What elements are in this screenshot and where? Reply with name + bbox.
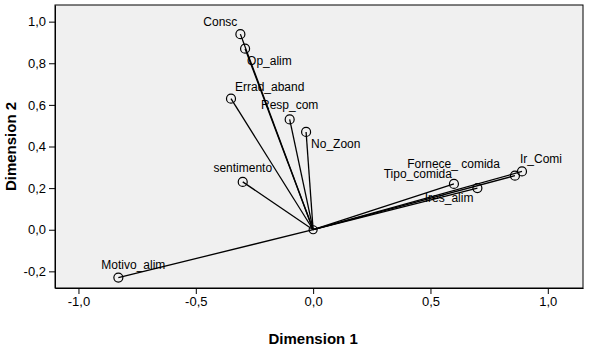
x-axis: -1,0 -0,5 0,0 0,5 1,0 <box>56 288 584 309</box>
y-tick-label: 0,2 <box>28 181 46 196</box>
point-label: Consc <box>203 15 237 29</box>
point-label: Errad_aband <box>235 80 304 94</box>
vector-point <box>227 94 236 103</box>
vector-line <box>245 49 313 230</box>
y-tick-mark <box>49 105 55 106</box>
y-axis-line <box>55 6 56 289</box>
y-tick-mark <box>49 22 55 23</box>
origin <box>309 226 317 234</box>
vector-point <box>241 44 250 53</box>
vector-point <box>236 30 245 39</box>
y-tick-label: 0,4 <box>28 139 46 154</box>
x-tick-mark <box>548 288 549 294</box>
y-tick-label: -0,2 <box>24 264 46 279</box>
y-tick: 1,0 <box>28 14 55 29</box>
plot: -1,0 -0,5 0,0 0,5 1,0 -0,2 0,0 0,2 0,4 0,6 0,8 1,0 C… <box>24 5 584 309</box>
vector-point <box>285 115 294 124</box>
point-label: Tipo_comida <box>384 167 453 181</box>
point-label: Motivo_alim <box>101 258 165 272</box>
x-tick: -1,0 <box>68 288 90 309</box>
point-label: Op_alim <box>247 54 292 68</box>
vector-point <box>302 127 311 136</box>
y-tick: -0,2 <box>24 264 55 279</box>
vectors <box>114 30 527 282</box>
vector-line <box>313 188 477 230</box>
x-tick-mark <box>313 288 314 294</box>
y-tick-mark <box>49 271 55 272</box>
plot-frame <box>55 5 583 288</box>
y-tick: 0,4 <box>28 139 55 154</box>
point-label: No_Zoon <box>311 137 360 151</box>
y-tick-mark <box>49 230 55 231</box>
vector-line <box>243 182 313 230</box>
vector-point <box>238 177 247 186</box>
y-tick: 0,8 <box>28 56 55 71</box>
x-axis-line <box>56 288 584 289</box>
x-axis-title: Dimension 1 <box>269 330 358 347</box>
x-tick: 0,0 <box>305 288 323 309</box>
y-tick: 0,6 <box>28 98 55 113</box>
x-tick-mark <box>78 288 79 294</box>
x-tick: 0,5 <box>422 288 440 309</box>
y-tick: 0,0 <box>28 222 55 237</box>
y-tick-mark <box>49 147 55 148</box>
y-tick-label: 0,0 <box>28 222 46 237</box>
x-tick-label: -1,0 <box>68 294 90 309</box>
x-tick: 1,0 <box>539 288 557 309</box>
vector-point <box>473 184 482 193</box>
point-label: sentimento <box>213 161 272 175</box>
vector-line <box>290 119 313 229</box>
y-tick-label: 0,6 <box>28 98 46 113</box>
vector-line <box>313 176 515 230</box>
x-tick-mark <box>430 288 431 294</box>
y-axis-title: Dimension 2 <box>2 102 19 191</box>
point-label: Ir_Comi <box>520 152 562 166</box>
y-tick: 0,2 <box>28 181 55 196</box>
point-labels: Consc Op_alim Errad_aband Resp_com No_Zoonse… <box>101 15 562 271</box>
x-tick-mark <box>196 288 197 294</box>
point-label: Ires_alim <box>425 191 474 205</box>
vector-point <box>517 167 526 176</box>
x-tick: -0,5 <box>185 288 207 309</box>
y-tick-mark <box>49 188 55 189</box>
x-tick-label: 0,0 <box>305 294 323 309</box>
y-tick-label: 0,8 <box>28 56 46 71</box>
y-axis: -0,2 0,0 0,2 0,4 0,6 0,8 1,0 <box>24 6 56 289</box>
point-label: Resp_com <box>261 98 318 112</box>
y-tick-mark <box>49 63 55 64</box>
x-tick-label: 0,5 <box>422 294 440 309</box>
chart: -1,0 -0,5 0,0 0,5 1,0 -0,2 0,0 0,2 0,4 0,6 0,8 1,0 C… <box>0 0 593 354</box>
vector-point <box>114 273 123 282</box>
x-tick-label: 1,0 <box>539 294 557 309</box>
y-tick-label: 1,0 <box>28 14 46 29</box>
x-tick-label: -0,5 <box>185 294 207 309</box>
